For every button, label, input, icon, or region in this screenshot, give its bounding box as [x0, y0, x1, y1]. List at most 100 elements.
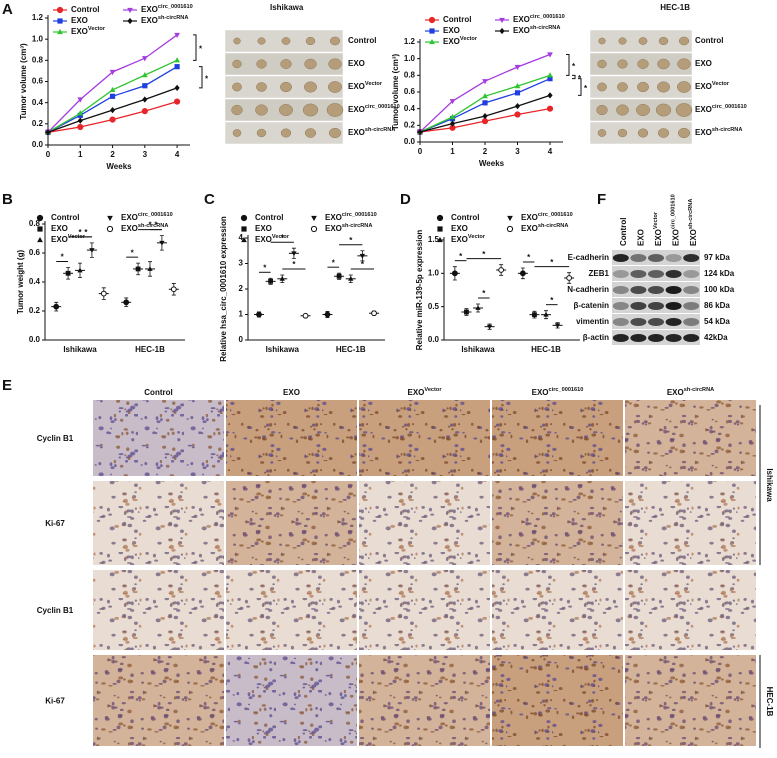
- sig-star: *: [459, 252, 463, 261]
- data-point: [532, 312, 537, 318]
- legend-marker: [311, 215, 317, 222]
- legend-label-base: EXO: [141, 16, 158, 25]
- data-point: [279, 275, 285, 281]
- y-tick-label: 0.2: [32, 119, 44, 128]
- blot-band: [648, 270, 664, 278]
- legend-label-sup: sh-circRNA: [538, 223, 568, 229]
- ihc-column-label-sup: circ_0001610: [549, 387, 584, 393]
- legend-marker: [436, 214, 444, 222]
- data-point: [482, 93, 488, 99]
- legend-label: EXOVector: [71, 26, 106, 36]
- data-point: [89, 248, 95, 253]
- data-point: [45, 129, 51, 136]
- legend-marker: [57, 28, 63, 35]
- blot-band: [612, 318, 629, 326]
- blot-band: [630, 302, 647, 310]
- tumor: [327, 81, 343, 93]
- legend-label-base: EXO: [443, 37, 460, 46]
- blot-band: [630, 254, 647, 262]
- y-tick-label: 3: [239, 259, 244, 268]
- cell-line-label: Ishikawa: [765, 468, 774, 502]
- blot-band: [665, 334, 682, 342]
- data-point: [449, 120, 456, 127]
- legend-label: Control: [443, 15, 471, 24]
- legend-label-sup: sh-circRNA: [342, 223, 372, 229]
- protein-label: ZEB1: [589, 269, 610, 278]
- legend-label-sup: Vector: [272, 234, 290, 240]
- tumor: [231, 104, 243, 116]
- tumor: [638, 37, 648, 45]
- tumor: [232, 82, 242, 92]
- data-point: [302, 312, 309, 319]
- legend-label-sup: sh-circRNA: [158, 15, 188, 21]
- data-point: [547, 76, 553, 82]
- sig-star: *: [349, 236, 353, 245]
- lane-label-base: EXO: [672, 229, 681, 246]
- tumor: [596, 104, 608, 116]
- sig-star: *: [78, 228, 82, 237]
- tumor: [637, 81, 649, 93]
- legend-label-base: EXO: [71, 16, 88, 25]
- tumor: [255, 104, 268, 116]
- ihc-column-label-base: Control: [144, 388, 172, 397]
- data-point: [546, 105, 554, 112]
- tumor: [618, 37, 627, 45]
- lane-label-base: Control: [619, 218, 628, 246]
- photo-row-label: EXO: [695, 59, 712, 68]
- legend-label: EXOcirc_0001610: [141, 4, 193, 14]
- legend-label: Control: [51, 213, 79, 222]
- ihc-row-label: Cyclin B1: [37, 606, 74, 615]
- data-point: [514, 111, 521, 118]
- size-label: 86 kDa: [704, 301, 730, 310]
- legend-label-base: EXO: [255, 235, 272, 244]
- x-tick-label: Ishikawa: [461, 345, 495, 354]
- tumor: [617, 82, 628, 92]
- data-point: [109, 106, 116, 114]
- legend-label: EXOsh-circRNA: [513, 25, 560, 35]
- tumor: [329, 36, 341, 46]
- legend-label: EXOVector: [51, 234, 86, 244]
- data-point: [65, 270, 71, 276]
- blot-band: [683, 334, 700, 342]
- y-tick-label: 1.0: [404, 54, 416, 63]
- protein-label: β-actin: [583, 333, 609, 342]
- legend-marker: [57, 18, 63, 24]
- data-point: [514, 83, 521, 89]
- y-tick-label: 0.8: [29, 219, 41, 228]
- ihc-column-label: EXOsh-circRNA: [667, 387, 714, 397]
- tumor: [657, 81, 670, 93]
- legend-label: EXOVector: [451, 234, 486, 244]
- legend-label-base: Control: [255, 213, 283, 222]
- blot-band: [648, 318, 664, 326]
- legend-label-base: Control: [443, 15, 471, 24]
- legend-label: EXOcirc_0001610: [325, 212, 377, 222]
- data-point: [449, 113, 456, 120]
- photo-row-label-base: EXO: [348, 105, 365, 114]
- legend-marker: [37, 236, 43, 243]
- legend-marker: [127, 7, 133, 14]
- blot-band: [665, 302, 682, 310]
- data-point: [256, 311, 262, 318]
- blot-band: [630, 334, 647, 342]
- x-tick-label: 0: [46, 150, 51, 159]
- legend-label-sup: sh-circRNA: [138, 223, 168, 229]
- sig-star: *: [361, 260, 365, 269]
- ihc-image: [625, 570, 756, 650]
- data-point: [173, 98, 181, 105]
- sig-star: *: [131, 248, 135, 257]
- ihc-column-label: Control: [144, 388, 172, 397]
- legend-label-base: Control: [71, 5, 99, 14]
- blot-band: [665, 270, 682, 278]
- tumor: [637, 59, 649, 69]
- lane-label-sup: Vector: [653, 211, 659, 229]
- data-point: [77, 97, 84, 103]
- blot-band: [648, 286, 664, 294]
- legend-label: EXOVector: [443, 36, 478, 46]
- photo-row-label-base: EXO: [695, 82, 712, 91]
- blot-band: [630, 318, 647, 326]
- legend-marker: [56, 6, 64, 14]
- size-label: 124 kDa: [704, 269, 735, 278]
- legend-label-base: EXO: [521, 213, 538, 222]
- y-tick-label: 0.8: [404, 70, 416, 79]
- ihc-image: [226, 655, 357, 746]
